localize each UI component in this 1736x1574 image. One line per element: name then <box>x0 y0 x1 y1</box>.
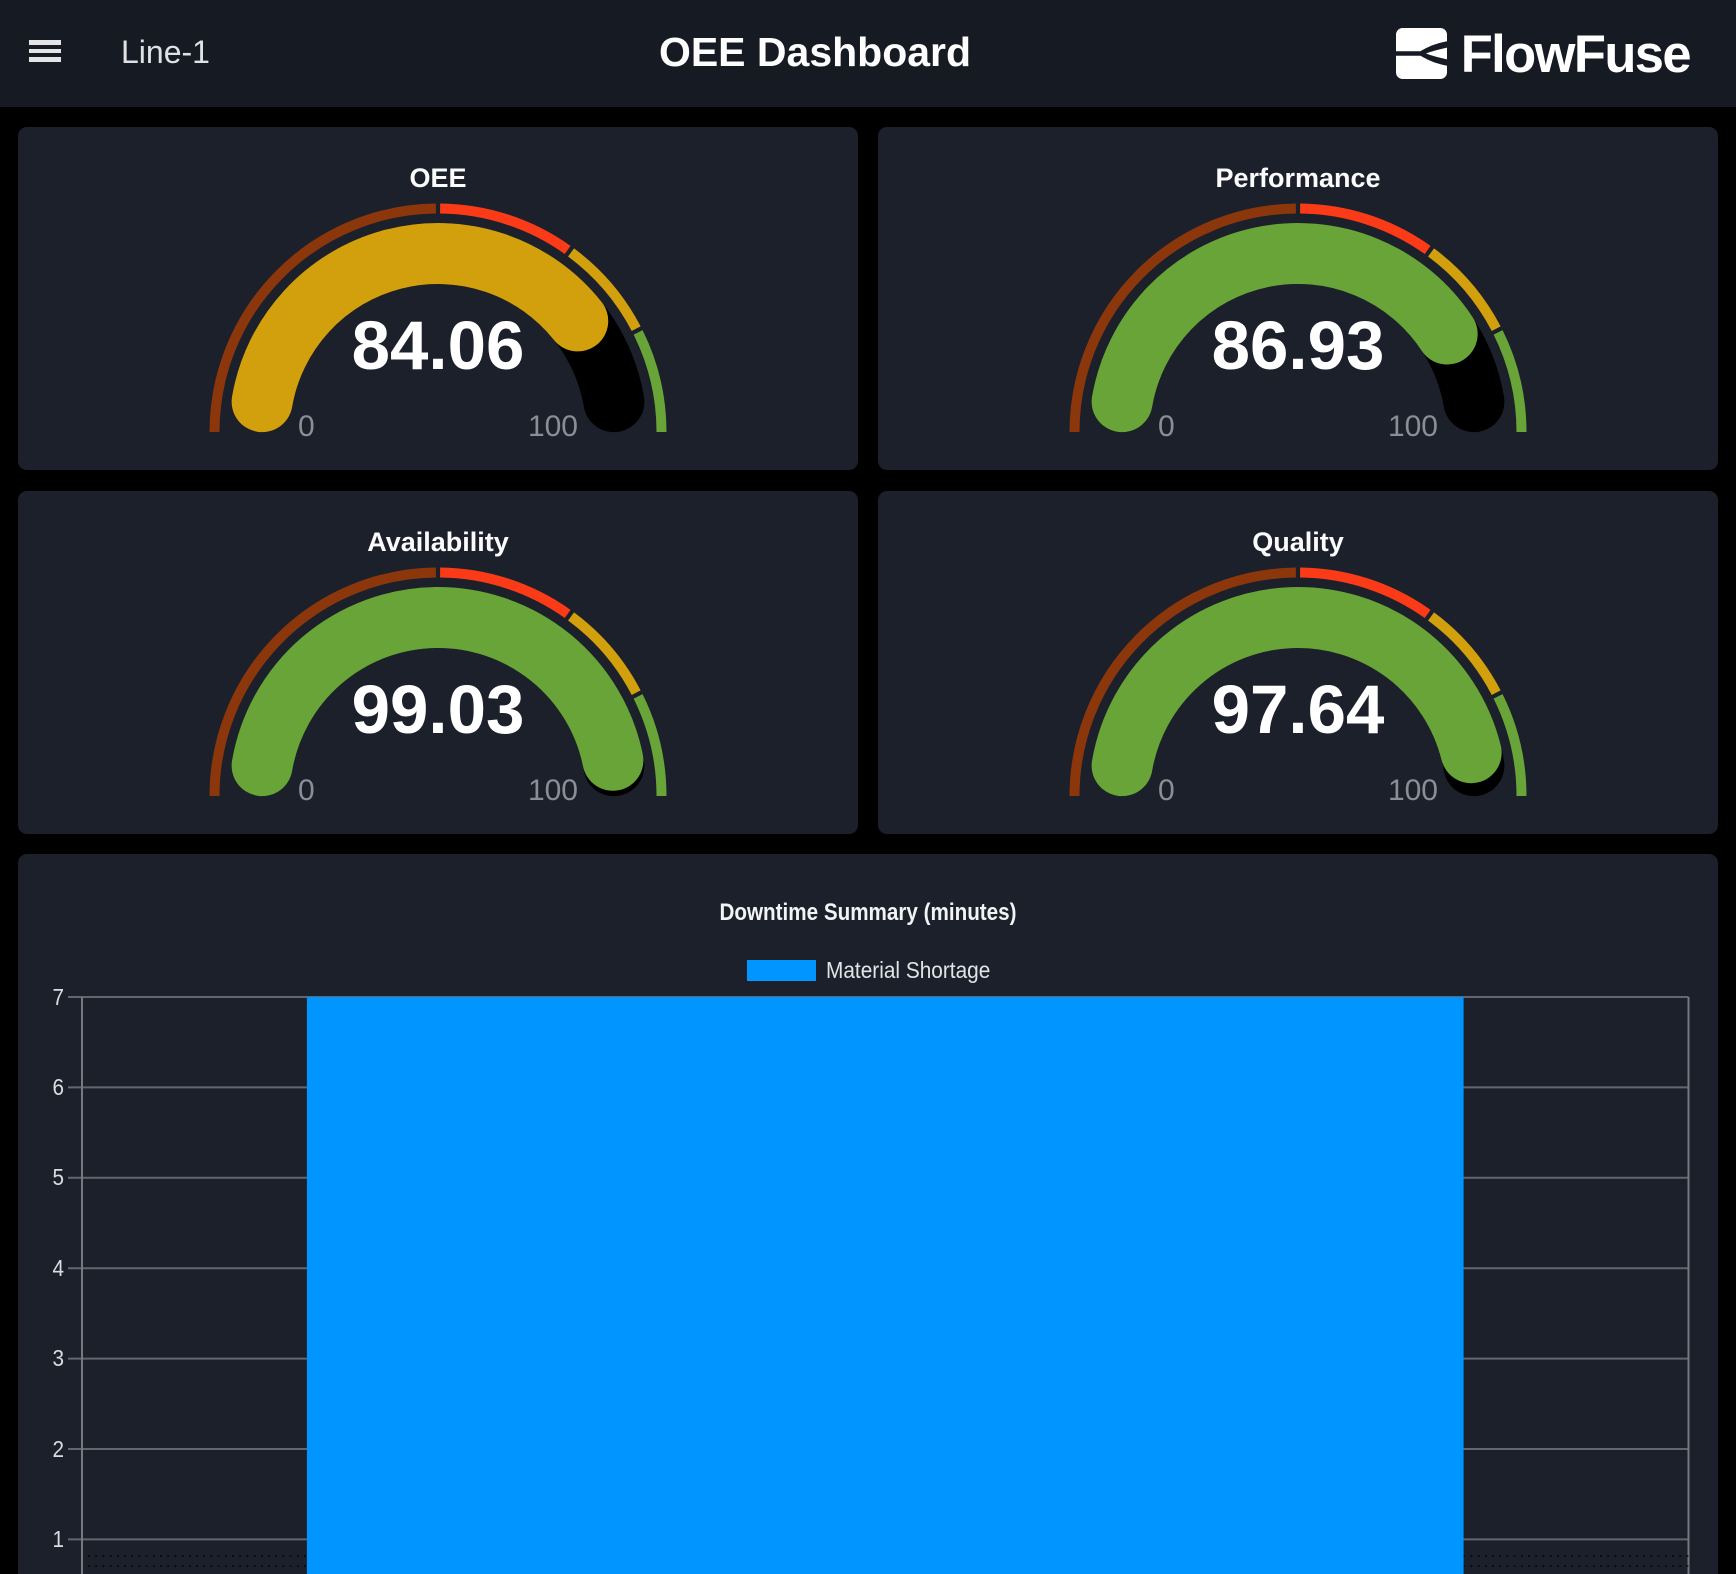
logo-icon-fork <box>1395 41 1447 66</box>
gauge-segment-arc <box>1300 567 1431 619</box>
gauge-segment-arc <box>1493 694 1527 797</box>
gauge-max-label: 100 <box>527 774 578 807</box>
gauge-min-label: 0 <box>1158 410 1175 443</box>
y-axis-tick-label: 2 <box>52 1435 64 1462</box>
gauge-title: Quality <box>1252 527 1344 557</box>
chart-title: Downtime Summary (minutes) <box>719 899 1017 926</box>
gauge-segment-arc <box>568 248 641 331</box>
menu-icon-bar <box>29 48 61 54</box>
gauge-segment-arc <box>1428 612 1501 695</box>
gauge-card-performance: Performance 86.93 0 100 <box>878 127 1718 470</box>
gauge-arc-quality <box>878 491 1718 839</box>
gauge-segment-arc <box>1300 203 1431 255</box>
menu-icon[interactable] <box>29 40 61 62</box>
flowfuse-logo-icon <box>1395 28 1447 79</box>
gauge-segment-arc <box>1493 330 1527 433</box>
gauge-card-availability: Availability 99.03 0 100 <box>18 491 858 834</box>
gauge-value: 84.06 <box>351 307 525 384</box>
gauge-title: OEE <box>409 163 467 193</box>
gauge-value-arc <box>231 587 644 797</box>
app-header: Line-1 OEE Dashboard FlowFuse <box>0 0 1736 107</box>
gauge-segment-arc <box>440 203 571 255</box>
gauge-segment-arc <box>209 203 436 433</box>
gauge-card-quality: Quality 97.64 0 100 <box>878 491 1718 834</box>
y-axis-tick-label: 3 <box>52 1345 64 1372</box>
y-axis-tick-label: 5 <box>52 1164 64 1191</box>
gauge-segment-arc <box>1069 203 1296 433</box>
flowfuse-logo: FlowFuse <box>1395 0 1692 107</box>
gauge-arc-performance <box>878 127 1718 475</box>
gauge-min-label: 0 <box>1158 774 1175 807</box>
flowfuse-logo-text: FlowFuse <box>1460 25 1692 84</box>
gauge-value: 97.64 <box>1211 671 1385 748</box>
gauge-value: 86.93 <box>1211 307 1385 384</box>
gauge-segment-arc <box>1428 248 1501 331</box>
breadcrumb: Line-1 <box>121 34 210 70</box>
gauge-title: Availability <box>367 527 509 557</box>
gauge-segment-arc <box>568 612 641 695</box>
gauge-segment-arc <box>209 567 436 797</box>
gauge-title: Performance <box>1215 163 1381 193</box>
gauge-max-label: 100 <box>1387 410 1438 443</box>
y-axis-tick-label: 6 <box>52 1073 64 1100</box>
gauge-segment-arc <box>633 330 667 433</box>
chart-card: Downtime Summary (minutes) Material Shor… <box>18 854 1718 1574</box>
gauge-value-arc <box>1091 223 1478 433</box>
bar-material-shortage <box>306 997 1464 1574</box>
gauge-value-arc <box>231 223 609 433</box>
menu-icon-bar <box>29 40 61 45</box>
gauge-min-label: 0 <box>298 774 315 807</box>
y-axis-tick-label: 7 <box>52 983 64 1010</box>
legend-swatch <box>747 959 816 981</box>
menu-icon-bar <box>29 57 61 62</box>
y-axis-tick-label: 1 <box>52 1525 64 1552</box>
gauge-segment-arc <box>440 567 571 619</box>
page-title: OEE Dashboard <box>658 29 972 75</box>
gauge-max-label: 100 <box>1387 774 1438 807</box>
gauge-value: 99.03 <box>351 671 525 748</box>
gauge-segment-arc <box>633 694 667 797</box>
y-axis-tick-label: 4 <box>52 1254 64 1281</box>
gauge-arc-oee <box>18 127 858 475</box>
gauge-max-label: 100 <box>527 410 578 443</box>
gauge-min-label: 0 <box>298 410 315 443</box>
gauge-value-arc <box>1091 587 1502 797</box>
gauge-segment-arc <box>1069 567 1296 797</box>
gauge-card-oee: OEE 84.06 0 100 <box>18 127 858 470</box>
gauge-arc-availability <box>18 491 858 839</box>
legend-label: Material Shortage <box>825 957 990 983</box>
